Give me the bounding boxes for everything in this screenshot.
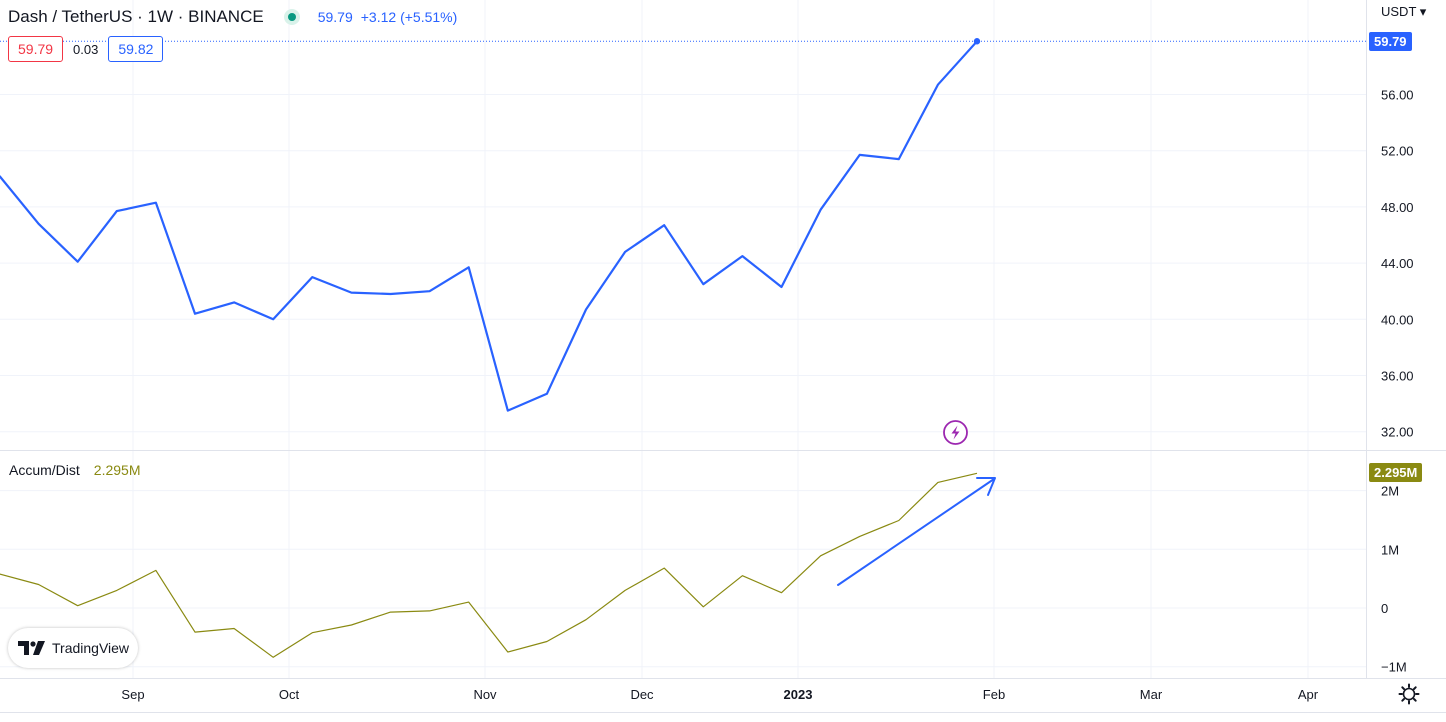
price-axis-label: 36.00 [1381, 369, 1414, 384]
time-axis-label: Feb [983, 687, 1005, 702]
price-series-line[interactable] [0, 40, 978, 412]
time-axis-label: 2023 [784, 687, 813, 702]
indicator-name: Accum/Dist [9, 462, 80, 478]
time-axis-label: Apr [1298, 687, 1319, 702]
ask-price-button[interactable]: 59.82 [108, 36, 164, 62]
price-axis-label: 48.00 [1381, 200, 1414, 215]
accum-dist-line[interactable] [0, 472, 978, 658]
chevron-down-icon: ▾ [1419, 4, 1427, 19]
last-price-point [973, 38, 981, 45]
header-last-price: 59.79 [317, 9, 353, 25]
price-axis-label: 32.00 [1381, 425, 1414, 440]
arrow-head [976, 477, 996, 496]
indicator-axis-label: 2M [1381, 484, 1399, 499]
tradingview-logo-text: TradingView [52, 640, 130, 656]
indicator-axis-label: −1M [1381, 660, 1407, 675]
time-axis-label: Sep [121, 687, 144, 702]
time-axis-label: Dec [630, 687, 654, 702]
bid-price-button[interactable]: 59.79 [8, 36, 64, 62]
tradingview-logo[interactable]: TradingView [8, 628, 138, 668]
symbol-header: Dash / TetherUS · 1W · BINANCE 59.79 +3.… [8, 5, 457, 29]
tradingview-logo-icon [18, 641, 45, 655]
time-axis-label: Nov [473, 687, 497, 702]
indicator-legend[interactable]: Accum/Dist 2.295M [9, 462, 141, 478]
market-open-icon [283, 9, 300, 25]
header-price-change: +3.12 (+5.51%) [360, 9, 458, 25]
price-axis-label: 44.00 [1381, 256, 1414, 271]
bid-ask-panel: 59.79 0.03 59.82 [8, 36, 164, 62]
spread-value: 0.03 [73, 41, 99, 57]
time-axis-label: Oct [279, 687, 300, 702]
indicator-axis-label: 1M [1381, 542, 1399, 557]
lightning-icon [951, 425, 960, 440]
time-axis-label: Mar [1140, 687, 1163, 702]
indicator-value: 2.295M [93, 462, 141, 478]
last-price-tag: 59.79 [1369, 32, 1412, 51]
price-axis-label: 52.00 [1381, 144, 1414, 159]
price-axis-label: 40.00 [1381, 312, 1414, 327]
indicator-axis-label: 0 [1381, 601, 1388, 616]
price-axis-label: 56.00 [1381, 88, 1414, 103]
indicator-value-tag: 2.295M [1369, 463, 1423, 482]
currency-selector[interactable]: USDT ▾ [1381, 4, 1426, 20]
trend-arrow-drawing[interactable] [837, 478, 995, 586]
currency-label: USDT [1381, 4, 1417, 19]
gear-icon[interactable] [1398, 683, 1420, 705]
symbol-title[interactable]: Dash / TetherUS · 1W · BINANCE [8, 7, 264, 26]
